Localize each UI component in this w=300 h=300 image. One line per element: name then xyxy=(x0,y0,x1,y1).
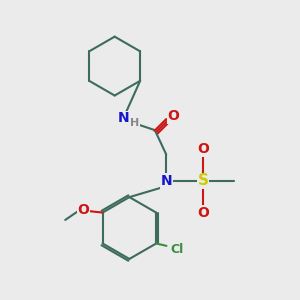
Text: N: N xyxy=(160,174,172,188)
Text: O: O xyxy=(77,202,89,217)
Text: O: O xyxy=(197,206,209,220)
Text: S: S xyxy=(197,173,208,188)
Text: H: H xyxy=(130,118,139,128)
Text: N: N xyxy=(118,112,129,125)
Text: O: O xyxy=(168,109,179,123)
Text: O: O xyxy=(197,142,209,156)
Text: Cl: Cl xyxy=(170,243,183,256)
